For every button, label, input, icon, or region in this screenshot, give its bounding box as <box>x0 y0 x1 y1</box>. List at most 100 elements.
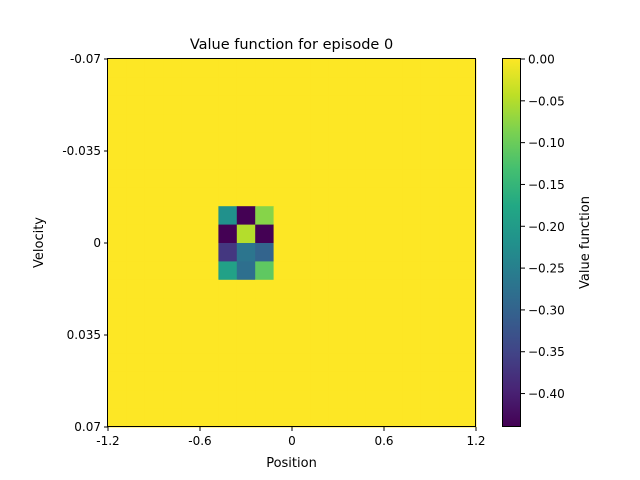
heatmap-cell <box>273 151 293 170</box>
heatmap-cell <box>347 187 366 207</box>
heatmap-cell <box>255 151 274 170</box>
heatmap-cell <box>255 206 274 225</box>
heatmap-cell <box>365 243 385 262</box>
heatmap-cell <box>236 187 256 207</box>
heatmap-cell <box>310 59 330 78</box>
heatmap-cell <box>310 243 330 262</box>
heatmap-cell <box>181 95 201 115</box>
heatmap-cell <box>108 408 127 428</box>
heatmap-cell <box>420 335 440 354</box>
heatmap-cell <box>402 224 422 244</box>
heatmap-cell <box>236 59 256 78</box>
heatmap-cell <box>126 132 146 152</box>
heatmap-cell <box>420 77 440 97</box>
heatmap-cell <box>218 243 238 262</box>
heatmap-cell <box>255 261 274 281</box>
heatmap-cell <box>328 95 348 115</box>
chart-title: Value function for episode 0 <box>190 37 393 53</box>
heatmap-cell <box>328 187 348 207</box>
heatmap-cell <box>439 206 458 225</box>
heatmap-cell <box>347 243 366 262</box>
heatmap-cell <box>200 316 219 336</box>
heatmap-cell <box>402 151 422 170</box>
heatmap-cell <box>144 77 164 97</box>
heatmap-cell <box>144 224 164 244</box>
heatmap-cell <box>292 353 311 373</box>
heatmap-cell <box>439 59 458 78</box>
heatmap-cell <box>328 298 348 317</box>
heatmap-cell <box>439 169 458 189</box>
heatmap-cell <box>163 316 182 336</box>
heatmap-cell <box>457 132 477 152</box>
heatmap-cell <box>200 243 219 262</box>
heatmap-cell <box>181 298 201 317</box>
heatmap-cell <box>144 206 164 225</box>
heatmap-cell <box>273 59 293 78</box>
heatmap-cell <box>126 151 146 170</box>
heatmap-cell <box>236 169 256 189</box>
heatmap-cell <box>439 408 458 428</box>
colorbar-tick-label: −0.05 <box>528 94 565 108</box>
heatmap-cell <box>347 279 366 299</box>
heatmap-cell <box>439 224 458 244</box>
heatmap-cell <box>200 390 219 409</box>
heatmap-cell <box>218 390 238 409</box>
x-axis-ticks: -1.2 -0.6 0 0.6 1.2 <box>96 427 486 448</box>
colorbar-tick-label: −0.30 <box>528 303 565 317</box>
heatmap-cell <box>420 187 440 207</box>
heatmap-cell <box>384 279 403 299</box>
heatmap-cell <box>273 114 293 133</box>
heatmap-cell <box>218 224 238 244</box>
heatmap-cell <box>310 298 330 317</box>
heatmap-cell <box>163 187 182 207</box>
heatmap-cell <box>365 224 385 244</box>
heatmap-cell <box>420 206 440 225</box>
heatmap-cell <box>402 390 422 409</box>
heatmap-cell <box>365 187 385 207</box>
heatmap-cell <box>163 114 182 133</box>
heatmap-cell <box>420 353 440 373</box>
heatmap-cell <box>310 169 330 189</box>
heatmap-cell <box>347 151 366 170</box>
heatmap-cell <box>310 353 330 373</box>
heatmap-cell <box>365 316 385 336</box>
heatmap-cell <box>292 316 311 336</box>
heatmap-cell <box>439 132 458 152</box>
heatmap-cell <box>126 243 146 262</box>
heatmap-cell <box>163 390 182 409</box>
heatmap-cell <box>108 298 127 317</box>
heatmap-cell <box>439 151 458 170</box>
heatmap-cell <box>236 353 256 373</box>
heatmap-cell <box>255 243 274 262</box>
heatmap-cell <box>384 132 403 152</box>
heatmap-cell <box>108 243 127 262</box>
heatmap-cell <box>108 261 127 281</box>
heatmap-cell <box>126 59 146 78</box>
heatmap-cell <box>365 353 385 373</box>
heatmap-cell <box>255 224 274 244</box>
heatmap-cell <box>236 316 256 336</box>
heatmap-cell <box>255 390 274 409</box>
x-tick-label: -0.6 <box>188 434 211 448</box>
heatmap-cell <box>457 114 477 133</box>
heatmap-cell <box>236 371 256 391</box>
heatmap-cell <box>292 224 311 244</box>
heatmap-cell <box>384 224 403 244</box>
heatmap-cell <box>163 371 182 391</box>
heatmap-cell <box>292 390 311 409</box>
heatmap-cell <box>273 316 293 336</box>
heatmap-cell <box>420 169 440 189</box>
heatmap-cell <box>108 353 127 373</box>
heatmap-cell <box>457 371 477 391</box>
heatmap-cell <box>236 243 256 262</box>
heatmap-cell <box>292 243 311 262</box>
heatmap-cell <box>347 353 366 373</box>
heatmap-cell <box>255 114 274 133</box>
y-axis-label: Velocity <box>32 217 47 268</box>
heatmap-cell <box>457 353 477 373</box>
heatmap-cell <box>365 206 385 225</box>
heatmap-cell <box>108 335 127 354</box>
heatmap-cell <box>144 408 164 428</box>
colorbar-tick-label: −0.20 <box>528 220 565 234</box>
heatmap-cell <box>310 371 330 391</box>
